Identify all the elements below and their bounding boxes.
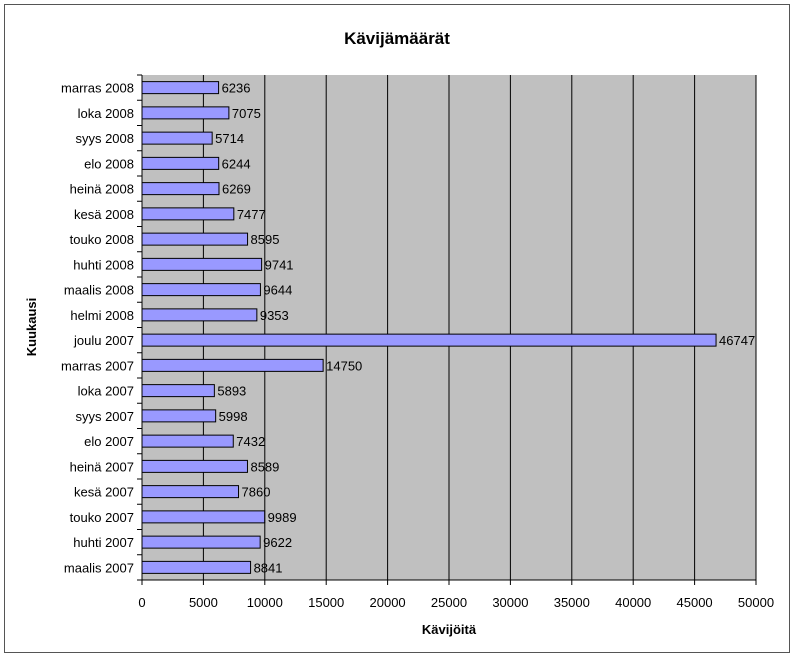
y-tick-label: loka 2007 [78, 384, 134, 399]
bar [141, 156, 220, 170]
data-label: 6244 [222, 156, 251, 171]
data-label: 7432 [236, 434, 265, 449]
x-tick-label: 10000 [247, 595, 283, 610]
data-label: 6269 [222, 182, 251, 197]
data-label: 7477 [237, 207, 266, 222]
x-tick-label: 45000 [677, 595, 713, 610]
y-tick-label: syys 2008 [75, 131, 134, 146]
bar [141, 434, 234, 448]
x-tick-label: 40000 [615, 595, 651, 610]
y-tick-label: maalis 2007 [64, 560, 134, 575]
chart-title: Kävijämäärät [344, 29, 450, 48]
data-label: 9741 [265, 257, 294, 272]
y-tick-label: helmi 2008 [70, 308, 134, 323]
bar [141, 207, 235, 221]
y-tick-label: maalis 2008 [64, 283, 134, 298]
data-label: 6236 [222, 81, 251, 96]
data-label: 7075 [232, 106, 261, 121]
bar [141, 535, 261, 549]
bar [141, 182, 220, 196]
data-label: 9622 [263, 535, 292, 550]
data-label: 7860 [242, 485, 271, 500]
y-tick-label: marras 2008 [61, 81, 134, 96]
y-tick-label: huhti 2008 [73, 257, 134, 272]
data-label: 9989 [268, 510, 297, 525]
bar [141, 358, 324, 372]
data-label: 5893 [217, 384, 246, 399]
data-label: 9644 [263, 283, 292, 298]
x-tick-label: 20000 [370, 595, 406, 610]
x-tick-label: 30000 [492, 595, 528, 610]
x-tick-label: 35000 [554, 595, 590, 610]
bar [141, 560, 252, 574]
data-label: 46747 [719, 333, 755, 348]
x-tick-label: 5000 [189, 595, 218, 610]
bar [141, 510, 266, 524]
y-tick-label: marras 2007 [61, 358, 134, 373]
x-tick-label: 15000 [308, 595, 344, 610]
data-label: 14750 [326, 358, 362, 373]
y-tick-label: elo 2008 [84, 156, 134, 171]
bar [141, 106, 230, 120]
bar [141, 459, 248, 473]
bar [141, 409, 217, 423]
y-tick-label: syys 2007 [75, 409, 134, 424]
y-axis-label: Kuukausi [24, 298, 39, 357]
data-label: 8595 [251, 232, 280, 247]
data-label: 8589 [250, 459, 279, 474]
bar [141, 232, 249, 246]
y-tick-label: touko 2008 [70, 232, 134, 247]
chart-frame [4, 4, 790, 653]
x-tick-label: 50000 [738, 595, 774, 610]
bar [141, 308, 258, 322]
y-tick-label: joulu 2007 [73, 333, 134, 348]
bar [141, 485, 240, 499]
y-tick-label: heinä 2008 [70, 182, 134, 197]
bar [141, 333, 717, 347]
x-tick-label: 25000 [431, 595, 467, 610]
y-tick-label: heinä 2007 [70, 459, 134, 474]
x-axis-label: Kävijöitä [422, 622, 477, 637]
y-tick-label: loka 2008 [78, 106, 134, 121]
bar [141, 81, 220, 95]
x-tick-label: 0 [138, 595, 145, 610]
y-tick-label: touko 2007 [70, 510, 134, 525]
y-tick-label: kesä 2008 [74, 207, 134, 222]
bar [141, 384, 215, 398]
data-label: 9353 [260, 308, 289, 323]
bar [141, 131, 213, 145]
bar [141, 283, 261, 297]
data-label: 8841 [254, 560, 283, 575]
y-tick-label: huhti 2007 [73, 535, 134, 550]
y-tick-label: elo 2007 [84, 434, 134, 449]
y-tick-label: kesä 2007 [74, 485, 134, 500]
bar [141, 257, 263, 271]
data-label: 5714 [215, 131, 244, 146]
data-label: 5998 [219, 409, 248, 424]
